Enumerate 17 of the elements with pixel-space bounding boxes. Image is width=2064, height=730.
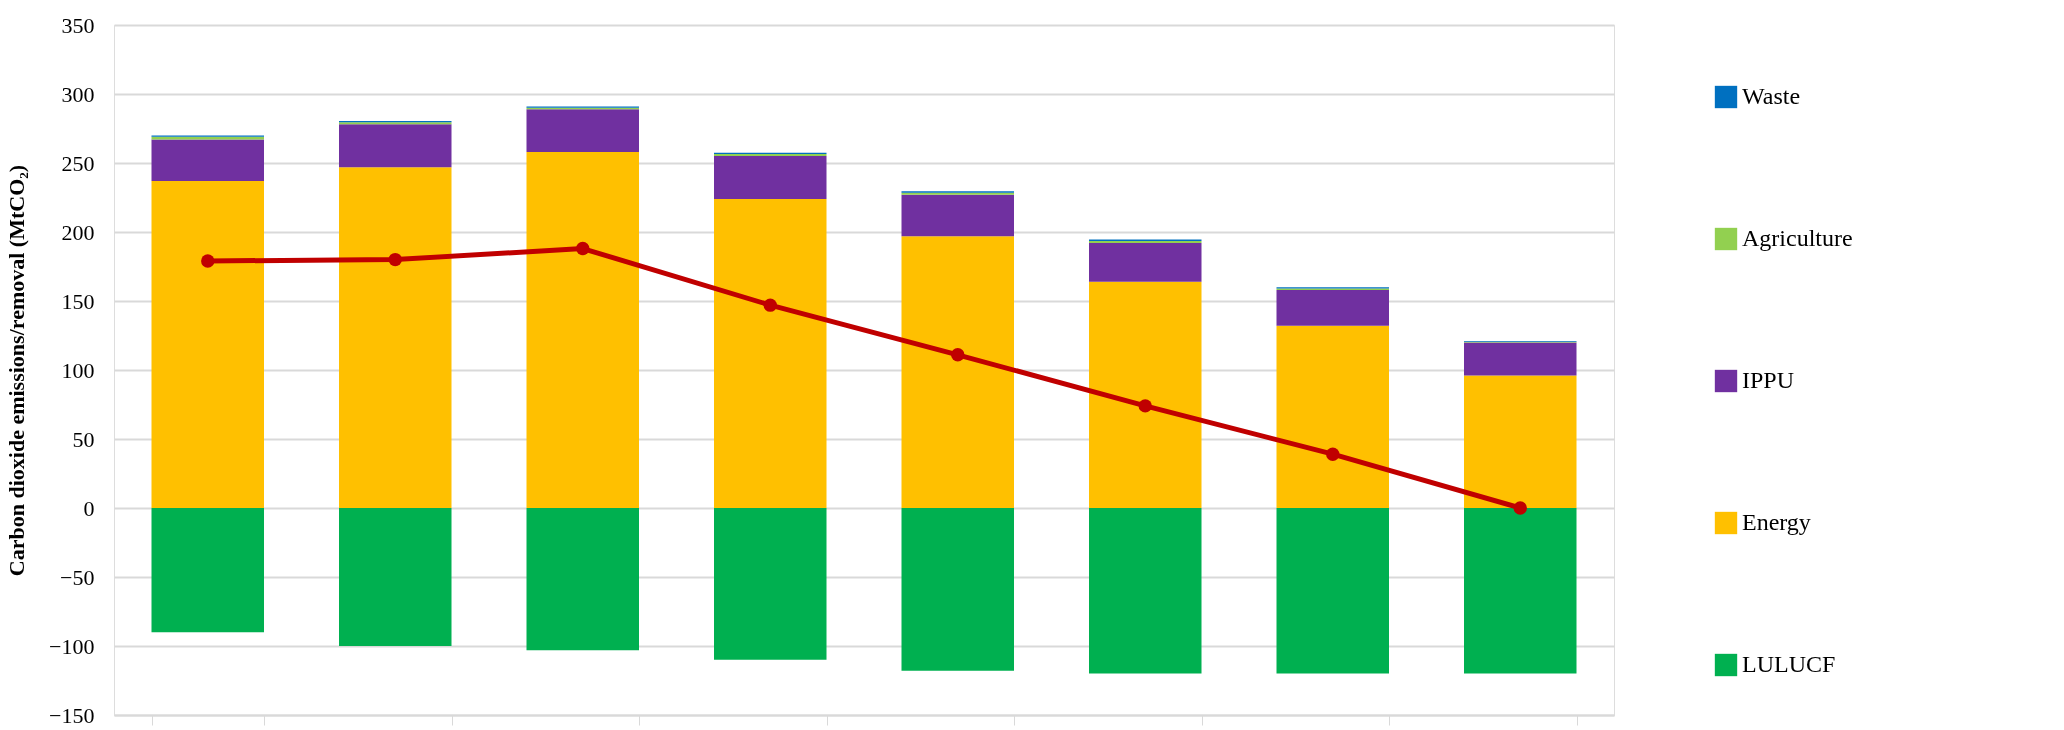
y-tick-label: 200 [61, 219, 95, 245]
y-axis-title: Carbon dioxide emissions/removal (MtCO₂) [4, 164, 30, 577]
y-tick-label: 150 [61, 288, 95, 314]
legend-label: IPPU [1742, 367, 1795, 393]
y-tick-label: −50 [60, 564, 95, 590]
legend-label: Energy [1742, 509, 1811, 535]
y-tick-label: −100 [49, 633, 95, 659]
y-tick-label: −150 [49, 702, 95, 728]
legend-label: Agriculture [1742, 225, 1853, 251]
y-tick-label: 100 [61, 357, 95, 383]
y-tick-label: 50 [72, 426, 95, 452]
y-tick-label: 0 [83, 495, 95, 521]
y-tick-label: 250 [61, 150, 95, 176]
y-tick-label: 350 [61, 12, 95, 38]
legend-label: Waste [1742, 83, 1801, 109]
y-tick-label: 300 [61, 81, 95, 107]
legend-label: LULUCF [1742, 651, 1836, 677]
